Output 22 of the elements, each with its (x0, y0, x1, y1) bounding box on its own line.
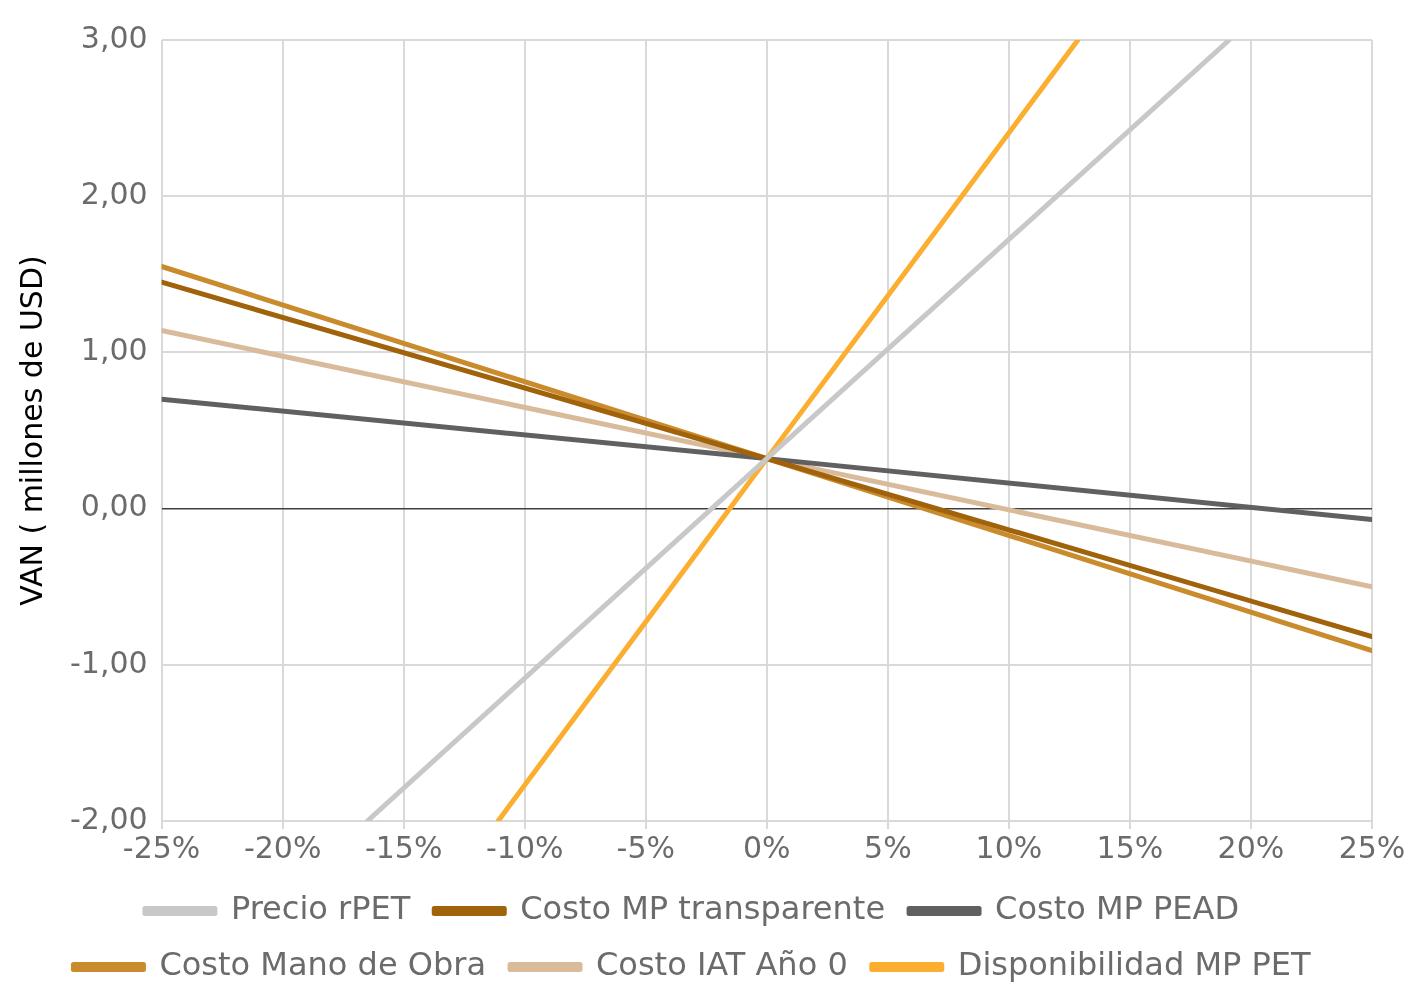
x-tick-label: 25% (1338, 829, 1406, 865)
x-tick-label: -5% (616, 829, 675, 865)
y-tick-label: 0,00 (80, 488, 148, 524)
x-tick-label: 0% (743, 829, 791, 865)
legend-label: Costo Mano de Obra (159, 945, 487, 984)
y-tick-label: 2,00 (80, 176, 148, 211)
y-tick-label: 3,00 (80, 19, 148, 55)
legend-label: Disponibilidad MP PET (957, 945, 1312, 984)
legend-label: Precio rPET (230, 889, 411, 928)
legend-label: Costo IAT Año 0 (596, 945, 848, 984)
y-tick-label: -1,00 (70, 644, 148, 680)
x-tick-label: 15% (1096, 829, 1164, 865)
legend-label: Costo MP PEAD (995, 889, 1240, 928)
x-tick-label: -20% (243, 829, 322, 865)
x-tick-label: 10% (975, 829, 1043, 865)
x-tick-label: -10% (485, 829, 564, 865)
y-axis-title: VAN ( millones de USD) (13, 255, 49, 606)
x-tick-label: 20% (1217, 829, 1285, 865)
y-tick-label: 1,00 (80, 332, 148, 368)
x-tick-label: -15% (364, 829, 443, 865)
legend-label: Costo MP transparente (520, 889, 886, 928)
x-tick-label: 5% (864, 829, 912, 865)
